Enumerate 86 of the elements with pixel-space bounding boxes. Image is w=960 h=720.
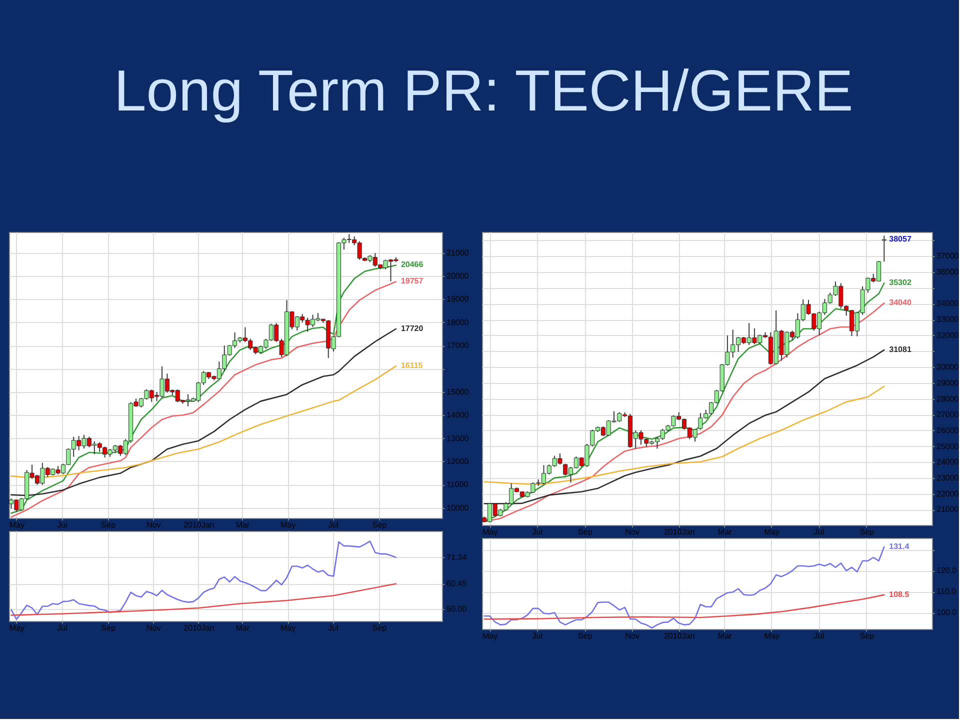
x-tick-label: Jul: [532, 528, 543, 536]
line-series: [484, 594, 885, 620]
line-series: [10, 328, 397, 496]
x-tick-label: May: [9, 624, 24, 632]
y-tick-label: 20000: [446, 272, 470, 281]
x-tick-label: Sep: [860, 528, 875, 536]
y-tick-label: 22000: [936, 489, 960, 498]
x-tick-label: May: [280, 624, 296, 632]
annotation: 31081: [889, 344, 912, 354]
x-tick-label: Sep: [578, 632, 593, 640]
x-tick-label: Sep: [101, 520, 116, 530]
y-tick-label: 19000: [446, 294, 470, 304]
x-tick-label: May: [482, 528, 498, 536]
y-tick-label: 10000: [446, 503, 470, 512]
y-tick-label: 21000: [446, 248, 470, 258]
y-tick-label: 29000: [936, 378, 960, 388]
x-tick-label: May: [764, 632, 780, 640]
line-series: [10, 540, 397, 620]
y-tick-label: 28000: [936, 394, 960, 404]
y-tick-label: 71.34: [446, 552, 468, 562]
x-tick-label: Nov: [625, 632, 640, 640]
y-tick-label: 26000: [936, 426, 960, 435]
y-tick-label: 37000: [936, 252, 960, 261]
x-tick-label: Sep: [860, 632, 875, 640]
annotation: 19757: [400, 276, 424, 286]
y-tick-label: 25000: [936, 442, 960, 451]
x-tick-label: May: [764, 528, 780, 536]
x-tick-label: Sep: [578, 528, 593, 536]
x-tick-label: Sep: [101, 624, 116, 632]
y-tick-label: 34000: [936, 299, 960, 308]
annotation: 108.5: [889, 590, 910, 599]
x-tick-label: Jul: [814, 632, 824, 640]
annotation: 17720: [400, 324, 424, 333]
x-tick-label: Nov: [146, 520, 161, 530]
y-tick-label: 50.00: [446, 604, 468, 614]
annotation: 38057: [889, 234, 912, 244]
y-tick-label: 12000: [446, 456, 470, 466]
y-tick-label: 17000: [446, 341, 470, 350]
x-tick-label: May: [482, 632, 498, 640]
chart-title: Long Term PR: TECH/GERE: [114, 58, 854, 124]
x-tick-label: Jul: [328, 624, 339, 632]
y-tick-label: 60.45: [446, 579, 468, 588]
x-tick-label: Mar: [718, 528, 732, 536]
annotation: 131.4: [889, 542, 910, 551]
y-tick-label: 36000: [936, 268, 960, 277]
y-tick-label: 120.0: [936, 566, 958, 576]
x-tick-label: Mar: [236, 520, 250, 530]
y-tick-label: 23000: [936, 473, 960, 482]
x-tick-label: Mar: [718, 632, 732, 640]
y-tick-label: 11000: [446, 480, 469, 490]
y-tick-label: 33000: [936, 315, 960, 324]
y-tick-label: 110.0: [936, 587, 956, 596]
x-tick-label: 2010Jan: [664, 528, 695, 536]
x-tick-label: 2010Jan: [184, 520, 214, 530]
x-tick-label: Sep: [372, 624, 388, 632]
x-tick-label: Sep: [372, 520, 388, 530]
x-tick-label: Jul: [532, 632, 543, 640]
y-tick-label: 32000: [936, 330, 960, 340]
x-tick-label: 2010Jan: [664, 632, 695, 640]
annotation: 34040: [889, 298, 912, 308]
y-tick-label: 21000: [936, 505, 960, 514]
x-tick-label: Jul: [328, 520, 339, 530]
line-series: [484, 546, 885, 629]
y-tick-label: 14000: [446, 410, 470, 420]
x-tick-label: Nov: [146, 624, 161, 632]
x-tick-label: Jul: [57, 624, 68, 632]
annotation: 35302: [889, 278, 912, 288]
x-tick-label: May: [280, 520, 296, 530]
x-tick-label: Jul: [814, 528, 824, 536]
annotation: 16115: [400, 361, 424, 370]
y-tick-label: 18000: [446, 318, 470, 327]
candlestick: [882, 235, 886, 262]
x-tick-label: May: [9, 520, 24, 530]
y-tick-label: 15000: [446, 387, 470, 396]
y-tick-label: 100.0: [936, 608, 958, 618]
annotation: 20466: [400, 260, 424, 270]
x-tick-label: 2010Jan: [184, 624, 214, 632]
x-tick-label: Nov: [625, 528, 640, 536]
line-series: [484, 386, 885, 486]
y-tick-label: 27000: [936, 410, 960, 420]
y-tick-label: 30000: [936, 362, 960, 372]
y-tick-label: 24000: [936, 458, 960, 467]
line-series: [10, 583, 397, 616]
x-tick-label: Mar: [236, 624, 250, 632]
x-tick-label: Jul: [57, 520, 68, 530]
y-tick-label: 13000: [446, 434, 470, 443]
